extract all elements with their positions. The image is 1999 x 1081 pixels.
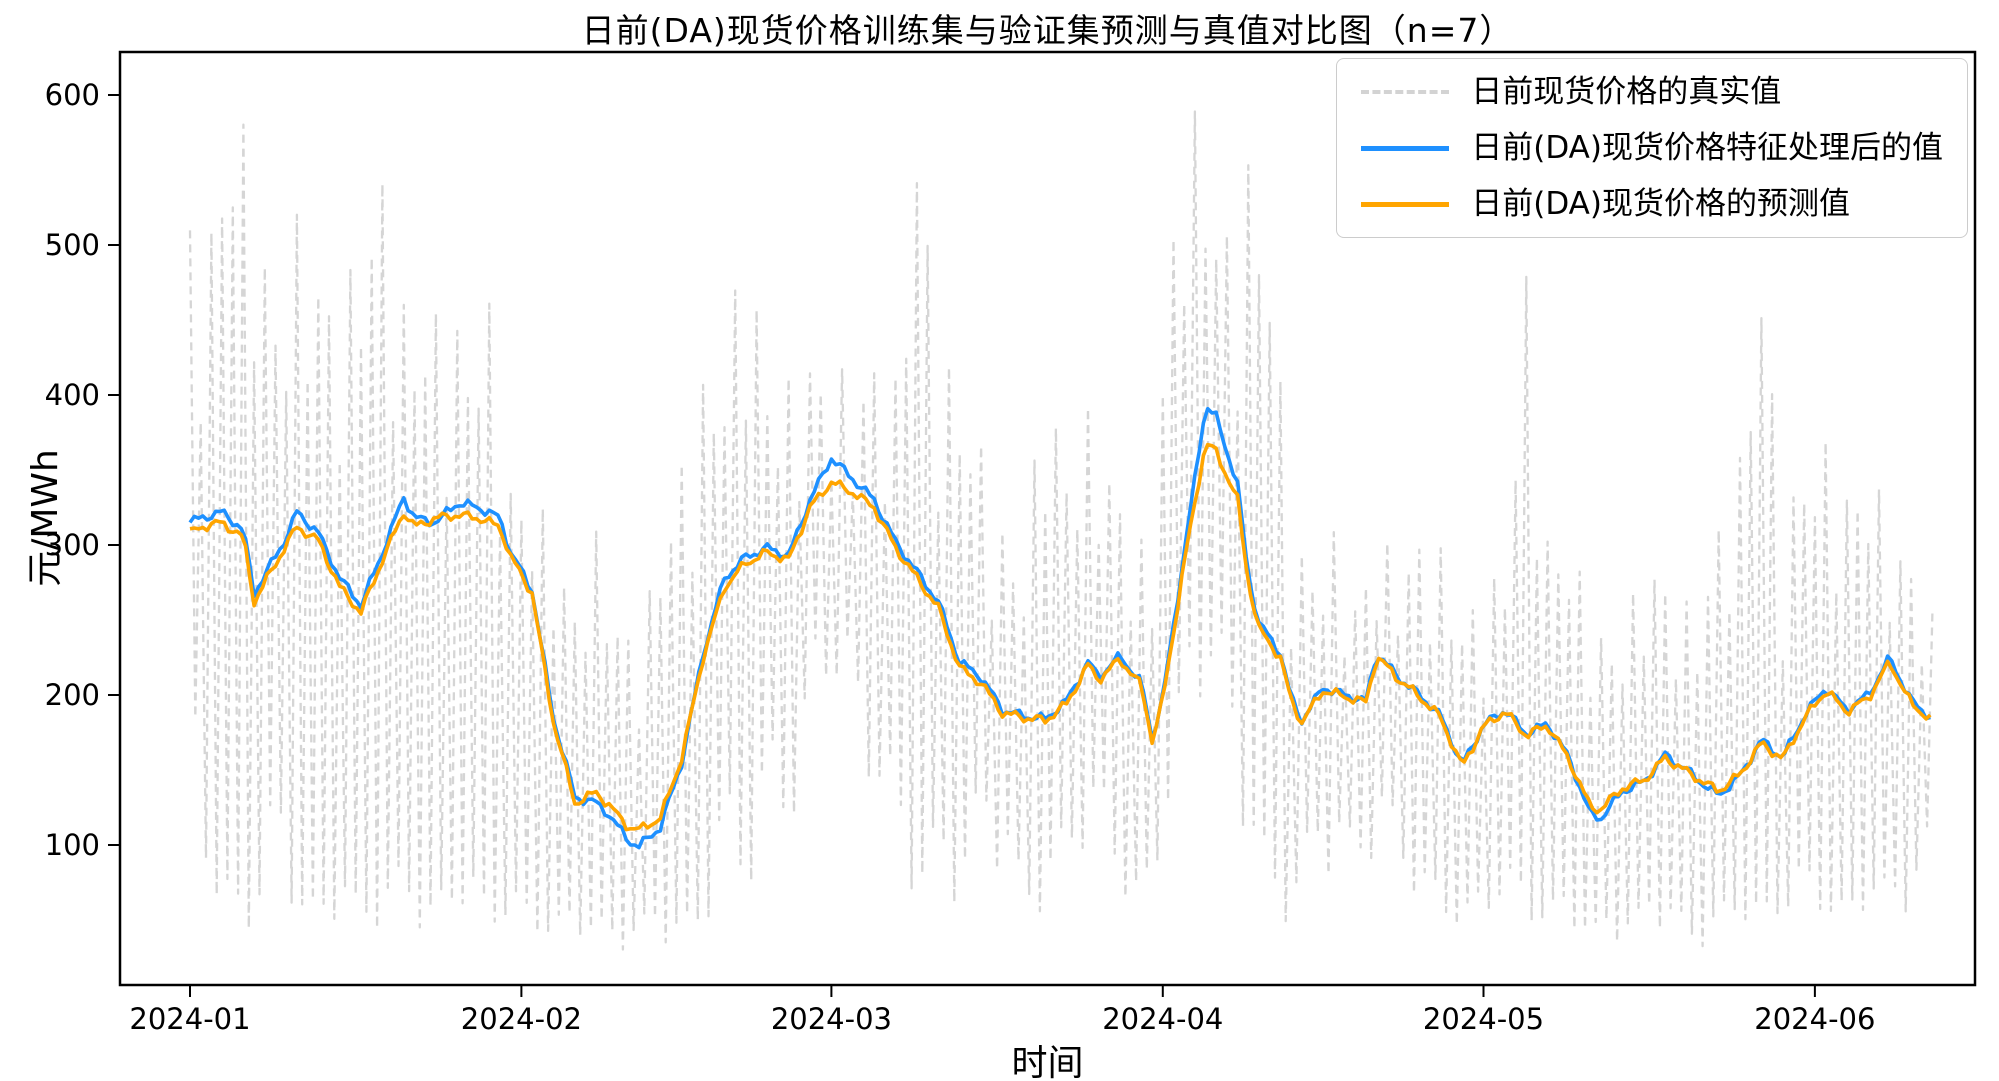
predicted-price-series-line [189,442,1932,832]
y-tick-label: 400 [45,378,100,412]
actual-price-series-line [188,110,1934,951]
legend-solid-line-sample-blue [1361,145,1450,151]
legend-item-processed: 日前(DA)现货价格特征处理后的值 [1361,131,1943,165]
legend-label-actual: 日前现货价格的真实值 [1471,74,1782,110]
x-tick-label: 2024-02 [461,1002,582,1036]
y-tick-label: 100 [45,828,100,862]
legend-label-predicted: 日前(DA)现货价格的预测值 [1471,186,1850,223]
x-axis-label: 时间 [1011,1043,1084,1081]
legend-item-predicted: 日前(DA)现货价格的预测值 [1361,187,1943,221]
y-tick-label: 200 [45,678,100,712]
x-tick-label: 2024-05 [1423,1002,1544,1036]
y-tick-label: 500 [45,228,100,262]
x-tick-label: 2024-06 [1754,1002,1875,1036]
series-group [188,110,1934,951]
y-tick-label: 300 [45,528,100,562]
x-tick-label: 2024-03 [771,1002,892,1036]
y-tick-label: 600 [45,78,100,112]
chart-title: 日前(DA)现货价格训练集与验证集预测与真值对比图（n=7） [581,11,1514,50]
legend-item-actual: 日前现货价格的真实值 [1361,75,1943,109]
x-tick-label: 2024-01 [129,1002,250,1036]
legend-solid-line-sample-orange [1361,201,1450,207]
y-axis-label: 元/MWh [25,449,66,587]
legend: 日前现货价格的真实值 日前(DA)现货价格特征处理后的值 日前(DA)现货价格的… [1336,58,1968,239]
plot-border [118,50,1977,987]
legend-label-processed: 日前(DA)现货价格特征处理后的值 [1471,130,1943,167]
legend-dashed-line-sample [1361,90,1450,95]
x-tick-label: 2024-04 [1102,1002,1223,1036]
